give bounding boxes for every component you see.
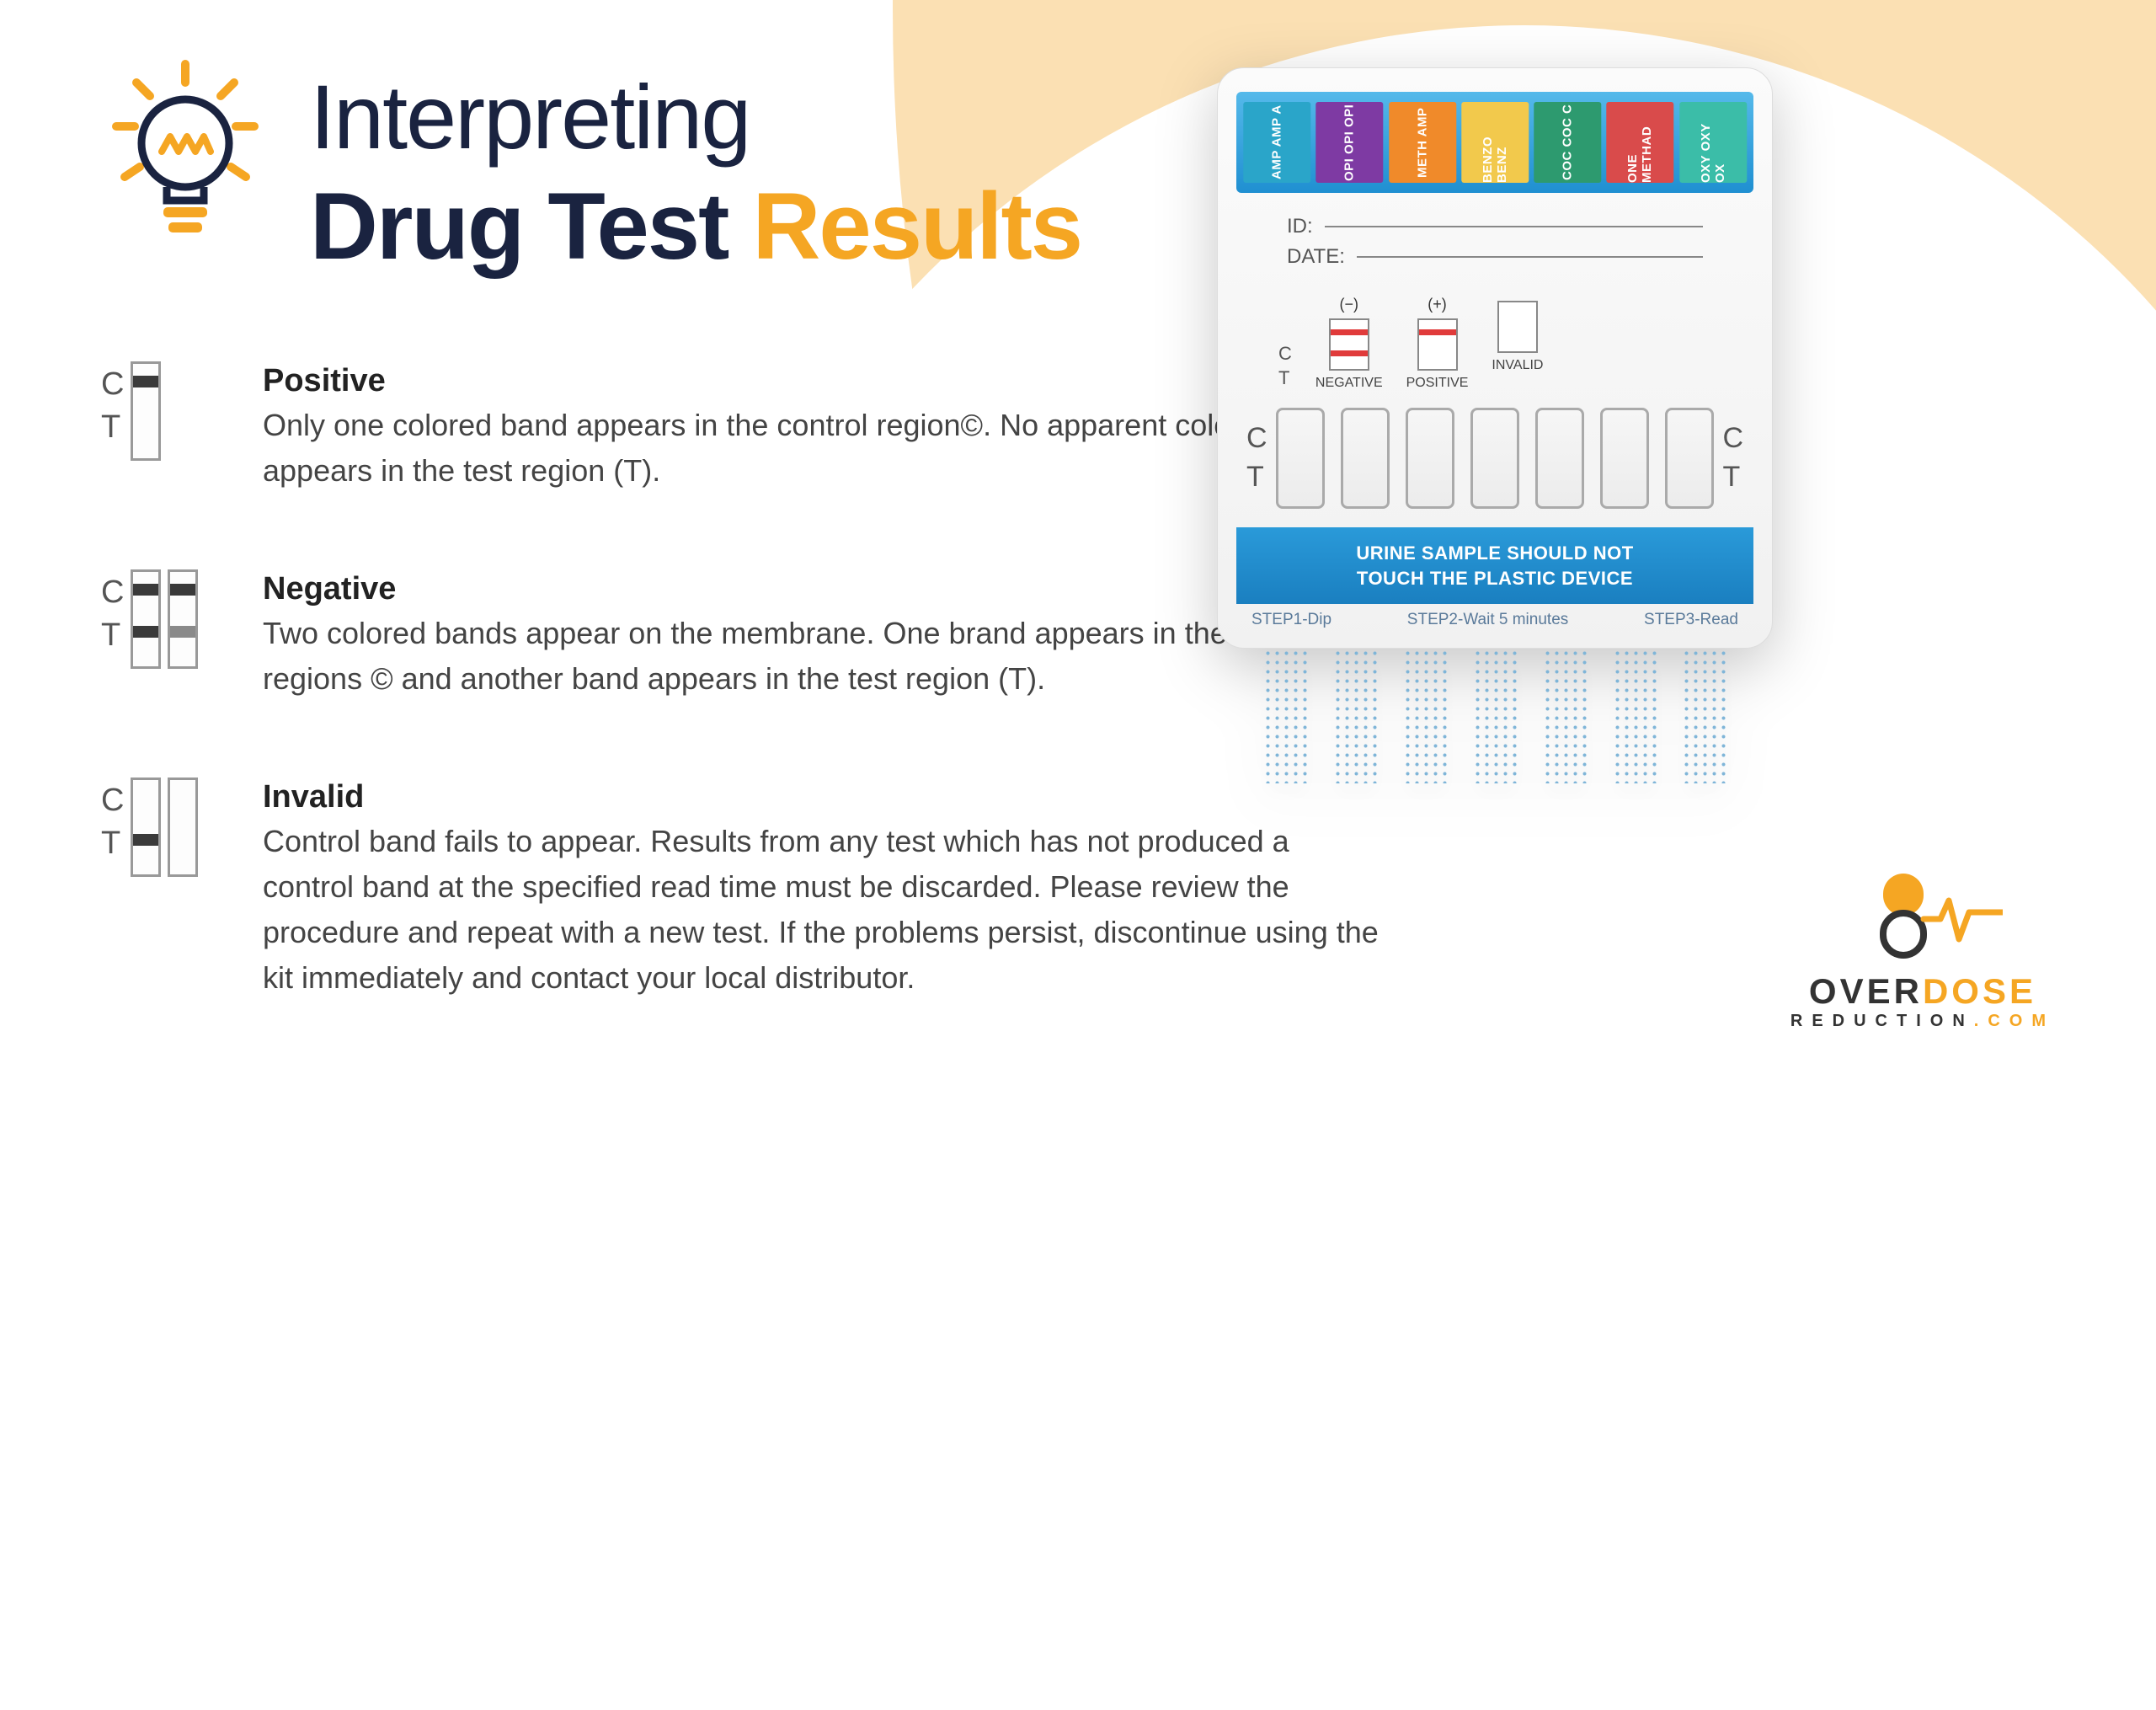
date-line: DATE: (1287, 245, 1703, 269)
device-legend: C T (−)NEGATIVE (+)POSITIVE INVALID (1236, 284, 1753, 399)
test-device: AMP AMP AOPI OPI OPIMETH AMPBENZO BENZCO… (1217, 67, 1773, 783)
dip-strip (1403, 649, 1447, 783)
legend-t: T (1278, 366, 1292, 391)
logo-text-1: OVERDOSE (1790, 971, 2055, 1012)
device-step: STEP3-Read (1644, 611, 1738, 629)
device-info: ID: DATE: (1236, 193, 1753, 284)
date-label: DATE: (1287, 245, 1345, 269)
drug-label: METH AMP (1389, 102, 1456, 183)
id-line: ID: (1287, 215, 1703, 238)
result-window (1406, 408, 1454, 509)
id-label: ID: (1287, 215, 1313, 238)
device-steps: STEP1-Dip STEP2-Wait 5 minutes STEP3-Read (1236, 604, 1753, 634)
title: Interpreting Drug Test Results (310, 59, 1081, 286)
windows-ct-right: C T (1722, 419, 1743, 497)
dip-strip (1543, 649, 1587, 783)
warning-line-2: TOUCH THE PLASTIC DEVICE (1245, 566, 1745, 591)
result-positive: CT Positive Only one colored band appears … (101, 361, 1381, 494)
device-warning: URINE SAMPLE SHOULD NOT TOUCH THE PLASTI… (1236, 527, 1753, 604)
dip-strips (1217, 649, 1773, 783)
logo-reduction: REDUCTION (1790, 1012, 1974, 1030)
result-window (1665, 408, 1714, 509)
logo-over: OVER (1809, 971, 1923, 1011)
result-window (1600, 408, 1649, 509)
title-line-2: Drug Test Results (310, 168, 1081, 286)
logo: OVERDOSE REDUCTION.COM (1790, 867, 2055, 1031)
drug-label: BENZO BENZ (1461, 102, 1529, 183)
device-windows: C T C T (1236, 399, 1753, 527)
result-window (1276, 408, 1325, 509)
drug-label: ONE METHAD (1606, 102, 1673, 183)
device-step: STEP2-Wait 5 minutes (1407, 611, 1568, 629)
dip-strip (1473, 649, 1517, 783)
dip-strip (1333, 649, 1377, 783)
title-line-1: Interpreting (310, 67, 1081, 168)
legend-item: (−)NEGATIVE (1315, 296, 1383, 391)
logo-com: .COM (1974, 1012, 2055, 1030)
test-strip (168, 569, 198, 669)
result-window (1535, 408, 1584, 509)
test-strip (131, 569, 161, 669)
result-title: Positive (263, 363, 1381, 399)
lightbulb-icon (101, 59, 270, 244)
title-main: Drug Test (310, 174, 753, 279)
test-strip (131, 778, 161, 877)
strip-icon-negative: CT (101, 569, 227, 669)
test-strip (131, 361, 161, 461)
dip-strip (1613, 649, 1657, 783)
result-desc: Only one colored band appears in the con… (263, 403, 1381, 494)
drug-label: COC COC C (1534, 102, 1601, 183)
drug-label: OPI OPI OPI (1315, 102, 1383, 183)
result-title: Negative (263, 571, 1381, 607)
strip-icon-positive: CT (101, 361, 227, 461)
logo-icon (1843, 867, 2003, 964)
device-step: STEP1-Dip (1251, 611, 1331, 629)
result-window (1470, 408, 1519, 509)
dip-strip (1263, 649, 1307, 783)
title-accent: Results (753, 174, 1082, 279)
logo-dose: DOSE (1923, 971, 2036, 1011)
result-desc: Two colored bands appear on the membrane… (263, 611, 1381, 702)
strip-icon-invalid: CT (101, 778, 227, 877)
date-underline (1357, 256, 1703, 258)
legend-ct-labels: C T (1278, 341, 1292, 391)
result-window (1341, 408, 1390, 509)
result-invalid: CT Invalid Control band fails to appear. R… (101, 778, 1381, 1001)
result-desc: Control band fails to appear. Results fr… (263, 819, 1381, 1001)
legend-item: (+)POSITIVE (1406, 296, 1469, 391)
legend-item: INVALID (1492, 296, 1543, 391)
device-body: AMP AMP AOPI OPI OPIMETH AMPBENZO BENZCO… (1217, 67, 1773, 649)
drug-label: AMP AMP A (1243, 102, 1310, 183)
id-underline (1325, 226, 1703, 227)
test-strip (168, 778, 198, 877)
drug-label: OXY OXY OX (1679, 102, 1747, 183)
warning-line-1: URINE SAMPLE SHOULD NOT (1245, 541, 1745, 566)
dip-strip (1682, 649, 1726, 783)
result-negative: CT Negative Two colored bands appear on th… (101, 569, 1381, 702)
result-title: Invalid (263, 779, 1381, 815)
windows-ct-left: C T (1246, 419, 1267, 497)
legend-items: (−)NEGATIVE (+)POSITIVE INVALID (1315, 296, 1544, 391)
device-drug-header: AMP AMP AOPI OPI OPIMETH AMPBENZO BENZCO… (1236, 92, 1753, 193)
legend-c: C (1278, 341, 1292, 366)
logo-text-2: REDUCTION.COM (1790, 1012, 2055, 1031)
windows-grid (1276, 408, 1715, 509)
